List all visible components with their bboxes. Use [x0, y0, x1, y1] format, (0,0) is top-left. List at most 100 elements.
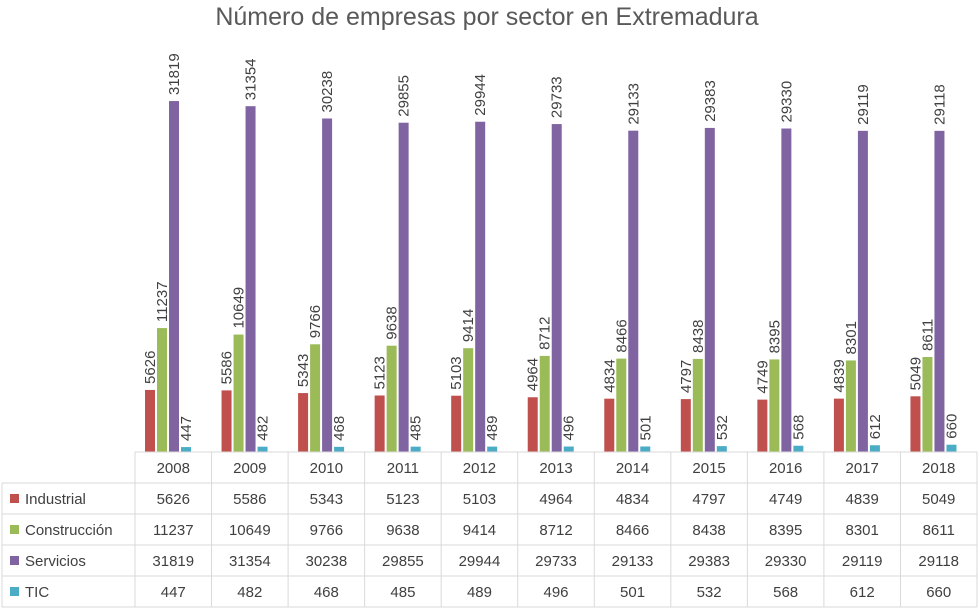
bar-tic-2012	[487, 446, 498, 452]
table-cell-servicios-2010: 30238	[306, 553, 348, 570]
table-cell-tic-2011: 485	[390, 584, 415, 601]
table-cell-construcción-2014: 8466	[616, 522, 649, 539]
data-label-industrial-2013: 4964	[525, 358, 542, 391]
table-cell-industrial-2015: 4797	[692, 491, 725, 508]
table-header-2012: 2012	[463, 460, 496, 477]
table-cell-servicios-2012: 29944	[459, 553, 501, 570]
table-cell-industrial-2013: 4964	[539, 491, 572, 508]
data-label-servicios-2016: 29330	[778, 81, 795, 123]
data-label-tic-2017: 612	[867, 414, 884, 439]
data-label-construcción-2008: 11237	[154, 281, 171, 322]
chart-title: Número de empresas por sector en Extrema…	[215, 3, 758, 31]
data-label-industrial-2014: 4834	[601, 359, 618, 392]
table-cell-servicios-2018: 29118	[918, 553, 959, 570]
bar-industrial-2015	[680, 399, 691, 452]
bar-construcción-2012	[463, 348, 474, 452]
table-cell-tic-2015: 532	[697, 584, 722, 601]
table-cell-servicios-2014: 29133	[612, 553, 654, 570]
data-label-construcción-2014: 8466	[613, 319, 630, 352]
table-header-2015: 2015	[692, 460, 725, 477]
table-cell-construcción-2017: 8301	[845, 522, 878, 539]
table-cell-industrial-2017: 4839	[845, 491, 878, 508]
bar-servicios-2012	[475, 121, 486, 452]
bar-construcción-2013	[539, 355, 550, 452]
table-header-2013: 2013	[539, 460, 572, 477]
data-label-industrial-2017: 4839	[831, 359, 848, 392]
table-cell-servicios-2016: 29330	[765, 553, 807, 570]
legend-key-servicios	[10, 556, 19, 565]
data-label-tic-2014: 501	[637, 415, 654, 440]
data-label-construcción-2009: 10649	[231, 287, 248, 329]
legend-label-tic: TIC	[25, 584, 49, 601]
table-cell-servicios-2015: 29383	[688, 553, 730, 570]
data-label-industrial-2018: 5049	[907, 357, 924, 390]
table-cell-industrial-2016: 4749	[769, 491, 802, 508]
bar-servicios-2010	[322, 118, 333, 452]
data-label-tic-2010: 468	[331, 416, 348, 441]
data-label-servicios-2012: 29944	[472, 74, 489, 116]
data-label-tic-2016: 568	[790, 415, 807, 440]
data-label-construcción-2012: 9414	[460, 309, 477, 342]
data-label-tic-2009: 482	[255, 416, 272, 441]
bar-servicios-2013	[551, 124, 562, 452]
data-label-construcción-2011: 9638	[384, 306, 401, 339]
table-cell-construcción-2012: 9414	[463, 522, 496, 539]
table-cell-servicios-2017: 29119	[842, 553, 883, 570]
bar-servicios-2018	[934, 130, 945, 452]
bar-construcción-2018	[922, 357, 933, 452]
table-cell-industrial-2008: 5626	[157, 491, 190, 508]
legend-label-servicios: Servicios	[25, 553, 86, 570]
table-header-2009: 2009	[233, 460, 266, 477]
table-cell-construcción-2008: 11237	[153, 522, 194, 539]
table-cell-tic-2013: 496	[543, 584, 568, 601]
bar-tic-2009	[257, 446, 268, 452]
legend-label-industrial: Industrial	[25, 491, 86, 508]
table-cell-industrial-2018: 5049	[922, 491, 955, 508]
table-cell-industrial-2012: 5103	[463, 491, 496, 508]
data-label-industrial-2011: 5123	[372, 356, 389, 389]
data-label-industrial-2016: 4749	[754, 360, 771, 393]
table-cell-construcción-2013: 8712	[539, 522, 572, 539]
bar-tic-2013	[563, 446, 574, 452]
table-header-2016: 2016	[769, 460, 802, 477]
table-cell-construcción-2016: 8395	[769, 522, 802, 539]
bar-tic-2011	[410, 446, 421, 452]
data-label-construcción-2016: 8395	[766, 320, 783, 353]
bar-tic-2008	[181, 447, 191, 452]
table-cell-servicios-2013: 29733	[535, 553, 577, 570]
data-label-tic-2008: 447	[178, 416, 195, 441]
bar-industrial-2017	[833, 398, 844, 452]
data-label-industrial-2015: 4797	[678, 360, 695, 393]
data-label-industrial-2008: 5626	[142, 351, 159, 384]
bar-tic-2017	[869, 445, 880, 452]
table-header-2018: 2018	[922, 460, 955, 477]
bar-construcción-2015	[692, 358, 703, 452]
bar-industrial-2010	[298, 393, 309, 452]
data-label-tic-2018: 660	[943, 414, 960, 439]
data-label-construcción-2015: 8438	[690, 320, 707, 353]
bar-tic-2010	[334, 446, 345, 452]
bar-servicios-2015	[704, 127, 715, 452]
table-cell-industrial-2014: 4834	[616, 491, 649, 508]
data-label-construcción-2010: 9766	[307, 305, 324, 338]
table-header-2008: 2008	[157, 460, 190, 477]
data-label-industrial-2012: 5103	[448, 356, 465, 389]
data-label-servicios-2018: 29118	[931, 84, 948, 125]
data-table: 2008 2009 2010 2011 2012 2013 2014 2015 2016 2017…	[1, 451, 978, 608]
bar-industrial-2009	[221, 390, 232, 452]
bar-construcción-2011	[386, 345, 397, 452]
data-label-tic-2012: 489	[484, 416, 501, 441]
table-cell-industrial-2009: 5586	[233, 491, 266, 508]
data-label-industrial-2010: 5343	[295, 354, 312, 387]
data-label-servicios-2010: 30238	[319, 71, 336, 113]
bar-industrial-2016	[757, 399, 768, 452]
table-cell-tic-2017: 612	[850, 584, 875, 601]
data-label-servicios-2013: 29733	[549, 76, 566, 118]
table-cell-tic-2010: 468	[314, 584, 339, 601]
table-cell-tic-2009: 482	[237, 584, 262, 601]
data-label-industrial-2009: 5586	[219, 351, 236, 384]
table-cell-industrial-2011: 5123	[386, 491, 419, 508]
data-label-servicios-2017: 29119	[855, 84, 872, 125]
table-header-2014: 2014	[616, 460, 649, 477]
data-label-servicios-2009: 31354	[243, 58, 260, 100]
